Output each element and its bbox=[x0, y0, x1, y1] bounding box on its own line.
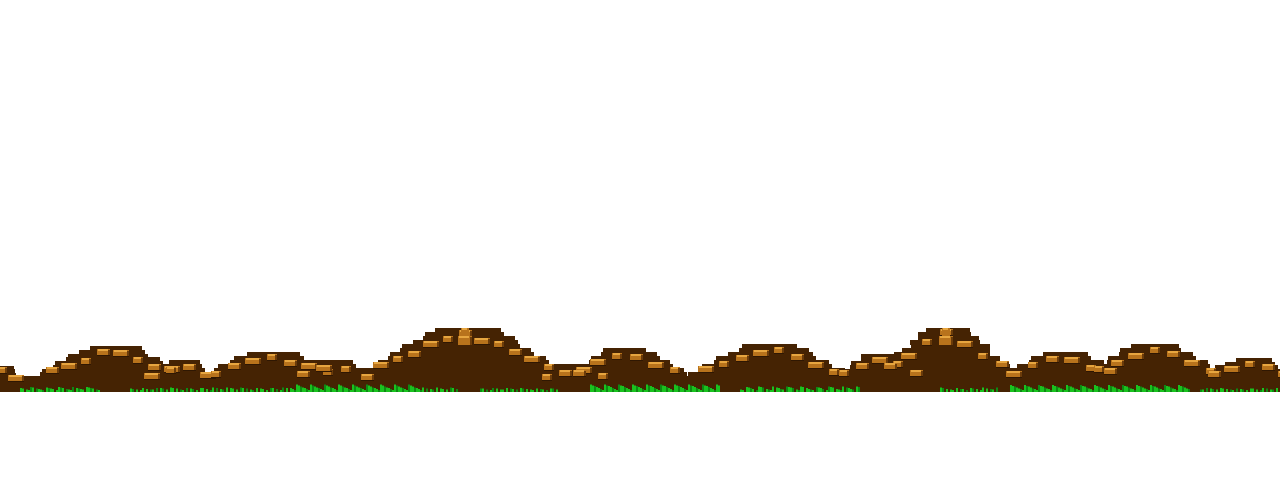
rock-block bbox=[1028, 362, 1038, 369]
rock-block bbox=[443, 336, 453, 343]
rock-block bbox=[1150, 347, 1160, 354]
rock-block bbox=[698, 366, 714, 373]
rock-block bbox=[144, 373, 160, 380]
rock-block bbox=[719, 361, 729, 368]
rock-block bbox=[316, 365, 332, 372]
rock-block bbox=[1167, 351, 1180, 358]
grass-patch bbox=[420, 387, 458, 392]
rock-block bbox=[423, 341, 439, 348]
rock-block bbox=[166, 367, 176, 374]
rock-block bbox=[393, 356, 403, 363]
rock-block bbox=[978, 353, 988, 360]
rock-block bbox=[133, 357, 143, 364]
rock-blocks bbox=[0, 328, 1280, 382]
rock-block bbox=[1184, 360, 1200, 367]
rock-pinnacle bbox=[458, 328, 472, 345]
peak-8 bbox=[567, 348, 687, 377]
rock-block bbox=[1104, 368, 1117, 375]
grass-patch bbox=[1200, 387, 1278, 392]
rock-block bbox=[901, 353, 917, 360]
rock-block bbox=[148, 364, 161, 371]
rock-block bbox=[113, 350, 129, 357]
grass-patch bbox=[1010, 384, 1190, 392]
rock-block bbox=[612, 353, 622, 360]
rock-block bbox=[8, 375, 24, 382]
rock-block bbox=[791, 354, 804, 361]
rock-block bbox=[1262, 364, 1275, 371]
rock-block bbox=[341, 366, 351, 373]
rock-block bbox=[297, 371, 310, 378]
rock-block bbox=[61, 363, 77, 370]
grass-patch bbox=[480, 387, 558, 392]
rock-block bbox=[474, 338, 490, 345]
rock-block bbox=[910, 370, 923, 377]
rock-block bbox=[996, 361, 1009, 368]
rock-block bbox=[872, 357, 888, 364]
rock-block bbox=[573, 370, 586, 377]
rock-block bbox=[211, 371, 221, 378]
rock-block bbox=[922, 339, 932, 346]
rock-block bbox=[893, 361, 903, 368]
rock-block bbox=[1224, 366, 1240, 373]
rock-block bbox=[829, 369, 839, 376]
rock-block bbox=[808, 362, 824, 369]
rock-block bbox=[0, 367, 7, 374]
rock-block bbox=[1208, 371, 1221, 378]
rock-block bbox=[408, 351, 421, 358]
rock-block bbox=[648, 362, 664, 369]
rock-block bbox=[97, 349, 110, 356]
rock-block bbox=[839, 370, 849, 377]
rock-block bbox=[1064, 357, 1080, 364]
rock-block bbox=[1046, 356, 1059, 363]
rock-block bbox=[598, 373, 608, 380]
grass-patch bbox=[940, 387, 998, 392]
rock-block bbox=[46, 367, 59, 374]
rock-block bbox=[753, 350, 769, 357]
rock-block bbox=[245, 358, 261, 365]
rock-block bbox=[1111, 360, 1124, 367]
rock-block bbox=[630, 354, 643, 361]
rock-block bbox=[884, 363, 897, 370]
rock-block bbox=[1128, 353, 1144, 360]
rock-block bbox=[856, 363, 869, 370]
rock-block bbox=[183, 364, 196, 371]
rock-block bbox=[1094, 366, 1104, 373]
soil-band bbox=[0, 376, 1280, 392]
rock-block bbox=[284, 360, 297, 367]
rock-block bbox=[494, 341, 504, 348]
rock-block bbox=[544, 364, 554, 371]
grass-strip bbox=[20, 384, 1278, 392]
rock-block bbox=[228, 363, 241, 370]
rock-pinnacle bbox=[939, 328, 953, 345]
rock-block bbox=[524, 356, 540, 363]
rock-block bbox=[373, 362, 389, 369]
rock-block bbox=[957, 341, 973, 348]
rock-block bbox=[81, 358, 91, 365]
rock-block bbox=[590, 359, 606, 366]
rock-block bbox=[670, 367, 680, 374]
rock-block bbox=[509, 349, 522, 356]
grass-patch bbox=[590, 384, 720, 392]
rock-block bbox=[301, 363, 317, 370]
rock-block bbox=[774, 347, 784, 354]
peak-2 bbox=[40, 346, 190, 377]
rock-block bbox=[559, 370, 572, 377]
grass-patch bbox=[290, 384, 420, 392]
rock-block bbox=[361, 374, 374, 381]
rock-block bbox=[1245, 361, 1255, 368]
lower-empty-area bbox=[0, 393, 1280, 500]
grass-patch bbox=[20, 387, 100, 392]
rock-block bbox=[1006, 371, 1022, 378]
rock-block bbox=[542, 374, 552, 381]
grass-patch bbox=[740, 386, 860, 392]
rock-block bbox=[267, 354, 277, 361]
grass-patch bbox=[130, 388, 158, 392]
rock-block bbox=[736, 355, 749, 362]
